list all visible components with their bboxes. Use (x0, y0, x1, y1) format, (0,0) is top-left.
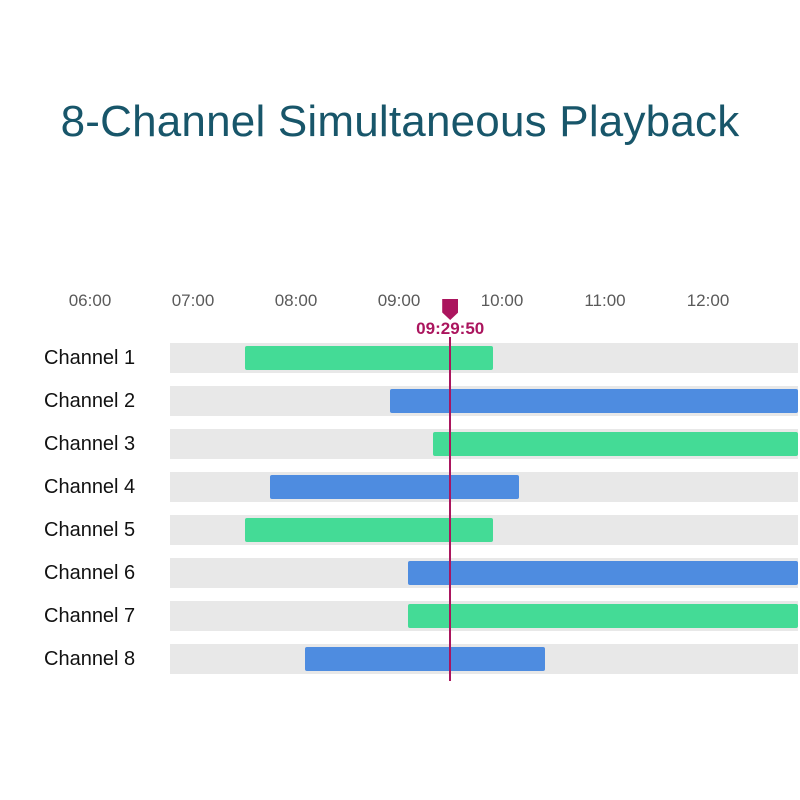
playback-segment-bar[interactable] (433, 432, 798, 456)
channel-row: Channel 3 (0, 429, 800, 459)
channel-timeline-track[interactable] (170, 558, 798, 588)
channel-label: Channel 7 (44, 605, 136, 627)
playhead-line (449, 337, 452, 681)
playback-segment-bar[interactable] (244, 518, 494, 542)
channel-timeline-track[interactable] (170, 386, 798, 416)
playback-segment-bar[interactable] (407, 561, 798, 585)
channel-label: Channel 3 (44, 433, 136, 455)
playback-segment-bar[interactable] (270, 475, 520, 499)
channel-label: Channel 2 (44, 390, 136, 412)
channel-label: Channel 4 (44, 476, 136, 498)
channel-timeline-track[interactable] (170, 429, 798, 459)
axis-tick-label: 08:00 (274, 291, 318, 310)
channel-row: Channel 6 (0, 558, 800, 588)
channel-row: Channel 8 (0, 644, 800, 674)
axis-tick-label: 09:00 (377, 291, 421, 310)
channel-row: Channel 1 (0, 343, 800, 373)
channel-timeline-track[interactable] (170, 343, 798, 373)
playhead-time: 09:29:50 (416, 319, 485, 338)
playhead-marker-icon[interactable] (442, 299, 459, 320)
axis-tick-label: 07:00 (171, 291, 215, 310)
channel-label: Channel 8 (44, 648, 136, 670)
axis-tick-label: 06:00 (68, 291, 112, 310)
channel-row: Channel 2 (0, 386, 800, 416)
channel-timeline-track[interactable] (170, 515, 798, 545)
axis-tick-label: 11:00 (584, 291, 626, 310)
channel-timeline-track[interactable] (170, 644, 798, 674)
channel-row: Channel 5 (0, 515, 800, 545)
channel-label: Channel 1 (44, 347, 136, 369)
channel-label: Channel 6 (44, 562, 136, 584)
channel-row: Channel 7 (0, 601, 800, 631)
playback-segment-bar[interactable] (244, 346, 494, 370)
page-title: 8-Channel Simultaneous Playback (60, 97, 740, 146)
channel-timeline-track[interactable] (170, 601, 798, 631)
axis-tick-label: 12:00 (686, 291, 730, 310)
channel-timeline-track[interactable] (170, 472, 798, 502)
channel-row: Channel 4 (0, 472, 800, 502)
axis-tick-label: 10:00 (480, 291, 524, 310)
playback-segment-bar[interactable] (390, 389, 798, 413)
channel-label: Channel 5 (44, 519, 136, 541)
playback-segment-bar[interactable] (304, 647, 545, 671)
playback-segment-bar[interactable] (407, 604, 798, 628)
